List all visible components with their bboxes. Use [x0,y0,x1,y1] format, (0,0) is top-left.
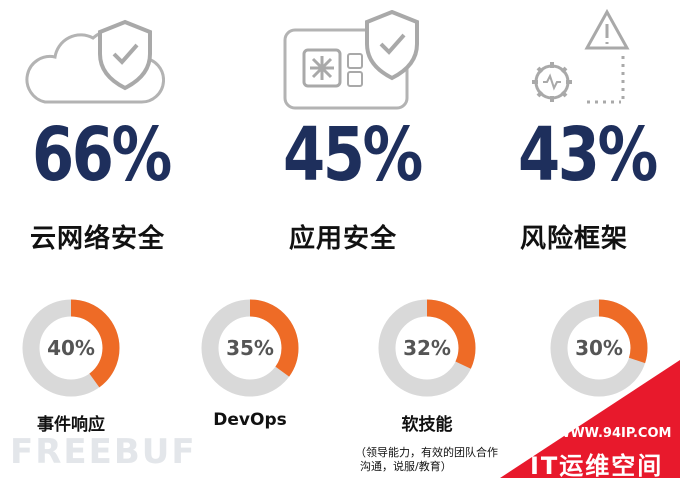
badge-url: WWW.94IP.COM [556,426,672,441]
skill-label-incident-response: 事件响应 [37,415,105,435]
donut-fill-arc [201,299,299,397]
donut-incident-response: 40% [21,298,121,398]
donut-fourth: 30% [549,298,649,398]
soft-skills-note-line1: （领导能力，有效的团队合作 [355,446,498,459]
badge-title: IT运维空间 [530,452,664,480]
donut-value: 40% [47,336,95,360]
donut-soft-skills: 32% [377,298,477,398]
donut-fill-arc [22,299,120,397]
gear-warning-icon [527,6,637,110]
skill-label-devops: DevOps [213,410,287,430]
donut-devops: 35% [200,298,300,398]
donut-value: 32% [403,336,451,360]
donut-fill-arc [550,299,648,397]
stat-label-risk-framework: 风险框架 [520,224,629,254]
soft-skills-note-line2: 沟通，说服/教育） [360,460,452,473]
freebuf-watermark: FREEBUF [10,432,197,472]
skill-label-soft-skills: 软技能 [401,415,453,435]
cloud-shield-icon [15,12,165,112]
stat-value-app-security: 45% [283,112,423,198]
stat-label-cloud-security: 云网络安全 [30,224,166,254]
donut-value: 30% [575,336,623,360]
stat-value-cloud-security: 66% [32,112,172,198]
stat-value-risk-framework: 43% [518,112,658,198]
app-panel-shield-icon [282,10,422,110]
donut-fill-arc [378,299,476,397]
donut-value: 35% [226,336,274,360]
stat-label-app-security: 应用安全 [289,224,398,254]
